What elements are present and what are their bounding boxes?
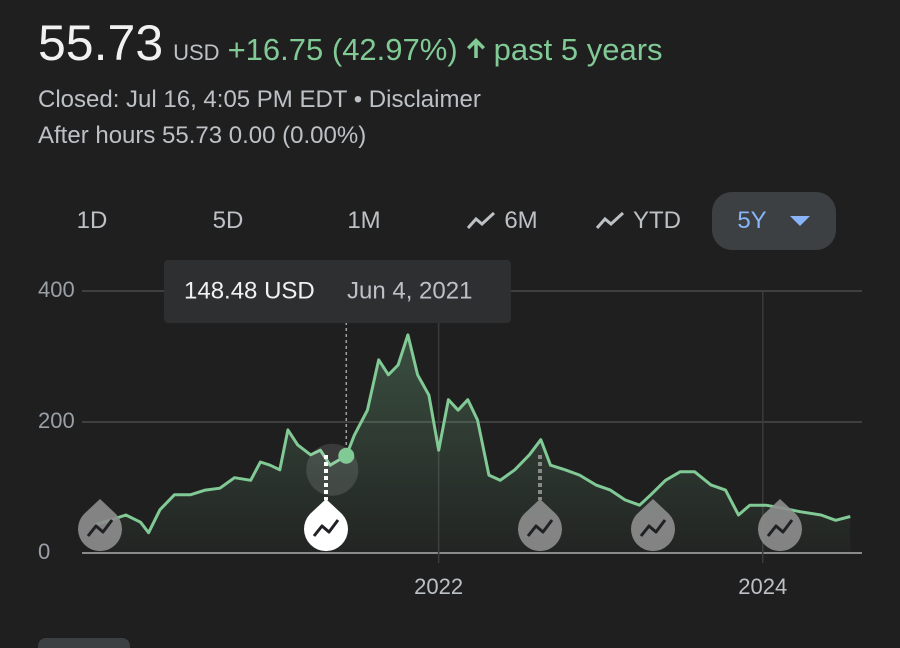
period: past 5 years	[493, 32, 663, 67]
up-arrow	[466, 38, 485, 58]
range-button[interactable]: 5D	[186, 192, 270, 250]
news-marker-icon	[639, 519, 667, 537]
disclaimer-link[interactable]: Disclaimer	[368, 86, 481, 113]
closed-time: Closed: Jul 16, 4:05 PM EDT	[38, 86, 348, 113]
news-marker	[518, 499, 563, 552]
news-marker	[304, 499, 348, 552]
change: +16.75 (42.97%)	[227, 32, 458, 67]
y-tick-label: 200	[38, 408, 75, 433]
range-button[interactable]: 6M	[450, 192, 554, 250]
news-marker-icon	[312, 519, 340, 537]
range-button[interactable]: YTD	[582, 192, 694, 250]
news-marker	[757, 499, 802, 552]
tooltip-value: 148.48 USD	[184, 277, 315, 304]
x-tick-label: 2024	[738, 574, 787, 599]
news-marker-icon	[86, 519, 114, 537]
price: 55.73	[38, 15, 164, 71]
range-button-selected[interactable]: 5Y	[712, 192, 836, 250]
range-button[interactable]: 1M	[322, 192, 406, 250]
hover-point	[338, 447, 355, 464]
y-tick-label: 0	[38, 539, 50, 564]
tooltip-date: Jun 4, 2021	[347, 277, 472, 304]
news-marker-icon	[526, 519, 554, 537]
y-tick-label: 400	[38, 277, 75, 302]
price-line	[94, 333, 851, 535]
news-marker	[631, 499, 675, 552]
trend-icon	[595, 211, 625, 229]
separator: •	[353, 86, 363, 113]
range-label: 5D	[212, 207, 244, 234]
currency: USD	[173, 40, 220, 65]
after-hours: After hours 55.73 0.00 (0.00%)	[38, 122, 367, 149]
hover-halo	[306, 443, 359, 496]
range-label: YTD	[633, 207, 681, 234]
range-selector: 1D 5D 1M 6M YTD 5Y	[0, 192, 900, 250]
x-tick-label: 2022	[414, 574, 463, 599]
news-marker-icon	[766, 519, 794, 537]
range-button[interactable]: 1D	[50, 192, 134, 250]
tooltip-box	[164, 260, 511, 323]
range-label: 6M	[504, 207, 538, 234]
dropdown-icon	[789, 216, 810, 226]
range-label: 1M	[347, 207, 381, 234]
close-info: Closed: Jul 16, 4:05 PM EDT • Disclaimer	[38, 86, 481, 114]
range-label: 1D	[76, 207, 108, 234]
trend-icon	[467, 211, 496, 229]
news-marker	[78, 499, 122, 552]
area	[95, 334, 851, 553]
bottom-chip	[38, 638, 130, 648]
quote-header: 55.73 USD +16.75 (42.97%) past 5 years	[38, 14, 663, 72]
range-label: 5Y	[737, 207, 767, 234]
